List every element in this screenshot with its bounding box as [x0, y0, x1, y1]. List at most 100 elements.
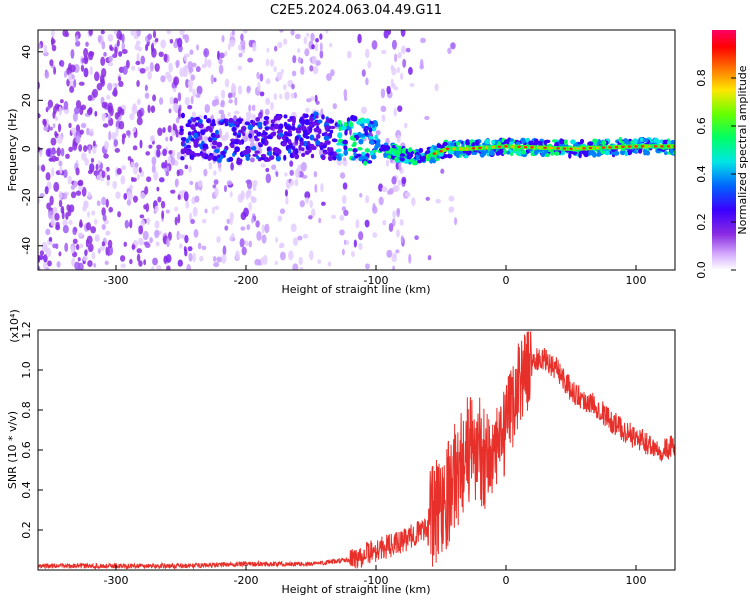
spectrogram-cell: [315, 115, 319, 119]
spectrogram-cell: [50, 30, 55, 38]
spectrogram-cell: [342, 182, 348, 190]
spectrogram-cell: [54, 116, 59, 121]
spectrogram-cell: [410, 158, 415, 163]
spectrogram-cell: [75, 34, 79, 43]
spectrogram-cell: [204, 103, 211, 114]
spectrogram-cell: [295, 129, 302, 134]
spectrogram-cell: [63, 169, 68, 179]
spectrogram-cell: [313, 171, 318, 178]
spectrogram-cell: [361, 122, 365, 129]
spectrogram-cell: [130, 30, 137, 36]
spectrogram-cell: [391, 254, 397, 263]
spectrogram-cell: [265, 78, 271, 85]
spectrogram-cell: [73, 78, 77, 88]
spectrogram-cell: [51, 155, 57, 162]
spectrogram-cell: [245, 240, 249, 247]
spectrogram-cell: [62, 192, 68, 200]
spectrogram-cell: [156, 186, 160, 192]
spectrogram-cell: [315, 38, 320, 43]
spectrogram-cell: [198, 118, 203, 124]
spectrogram-peak: [575, 147, 580, 150]
spectrogram-cell: [235, 250, 240, 261]
spectrogram-cell: [71, 257, 76, 267]
spectrogram-cell: [144, 242, 151, 248]
spectrogram-cell: [203, 50, 208, 56]
spectrogram-cell: [47, 260, 52, 267]
spectrogram-cell: [87, 94, 93, 101]
spectrogram-cell: [230, 162, 234, 171]
spectrogram-cell: [292, 55, 297, 64]
spectrogram-cell: [103, 153, 109, 159]
spectrogram-cell: [344, 129, 348, 136]
spectrogram-cell: [669, 148, 674, 154]
spectrogram-cell: [429, 159, 434, 164]
spectrogram-cell: [165, 171, 170, 177]
spectrogram-cell: [400, 45, 407, 54]
spectrogram-cell: [97, 160, 101, 166]
spectrogram-cell: [632, 138, 638, 145]
spectrogram-cell: [343, 145, 348, 151]
spectrogram-cell: [234, 146, 240, 153]
spectrogram-cell: [151, 156, 157, 166]
spectrogram-cell: [245, 179, 252, 184]
spectrogram-cell: [145, 202, 150, 213]
spectrogram-cell: [275, 236, 278, 243]
spectrogram-cell: [45, 148, 51, 157]
spectrogram-cell: [194, 195, 200, 203]
spectrogram-cell: [358, 138, 364, 145]
spectrogram-cell: [44, 186, 49, 195]
spectrogram-peak: [556, 147, 560, 150]
spectrogram-cell: [540, 151, 546, 158]
spectrogram-cell: [170, 189, 176, 194]
spectrogram-cell: [210, 74, 214, 85]
spectrogram-cell: [216, 236, 221, 244]
spectrogram-cell: [253, 129, 259, 134]
spectrogram-cell: [38, 43, 42, 49]
spectrogram-cell: [291, 70, 297, 77]
spectrogram-cell: [321, 154, 326, 161]
spectrogram-x-tick-label: -300: [104, 274, 129, 287]
spectrogram-cell: [299, 141, 305, 146]
spectrogram-cell: [87, 191, 92, 198]
spectrogram-cell: [351, 143, 357, 147]
spectrogram-cell: [287, 148, 292, 154]
spectrogram-cell: [305, 135, 310, 140]
spectrogram-cell: [255, 117, 261, 122]
spectrogram-cell: [136, 98, 141, 105]
spectrogram-cell: [132, 127, 137, 133]
spectrogram-cell: [336, 155, 342, 161]
spectrogram-cell: [105, 230, 111, 236]
spectrogram-peak: [504, 145, 508, 148]
spectrogram-cell: [352, 148, 358, 153]
spectrogram-cell: [223, 118, 227, 124]
spectrogram-cell: [456, 141, 461, 146]
spectrogram-cell: [209, 128, 213, 133]
spectrogram-cell: [120, 263, 126, 269]
spectrogram-cell: [39, 250, 45, 256]
spectrogram-cell: [101, 101, 108, 109]
colorbar-tick-label: 0.2: [695, 213, 708, 231]
spectrogram-cell: [484, 138, 491, 145]
spectrogram-cell: [169, 96, 174, 105]
spectrogram-cell: [390, 78, 394, 89]
spectrogram-cell: [81, 152, 87, 161]
spectrogram-cell: [233, 110, 240, 115]
spectrogram-cell: [386, 249, 392, 258]
spectrogram-cell: [300, 161, 307, 172]
spectrogram-cell: [204, 56, 208, 67]
spectrogram-frame: [37, 29, 676, 271]
spectrogram-cell: [102, 123, 109, 128]
spectrogram-cell: [85, 222, 92, 231]
spectrogram-cell: [170, 156, 176, 166]
spectrogram-cell: [224, 225, 229, 231]
spectrogram-cell: [179, 128, 185, 132]
spectrogram-cell: [275, 114, 282, 121]
spectrogram-cell: [286, 132, 293, 137]
spectrogram-y-tick-label: -20: [20, 188, 33, 206]
spectrogram-cell: [252, 42, 257, 52]
spectrogram-cell: [129, 218, 133, 229]
spectrogram-cell: [312, 65, 319, 75]
spectrogram-cell: [183, 53, 187, 62]
spectrogram-peak: [497, 145, 502, 148]
spectrogram-cell: [604, 150, 610, 156]
